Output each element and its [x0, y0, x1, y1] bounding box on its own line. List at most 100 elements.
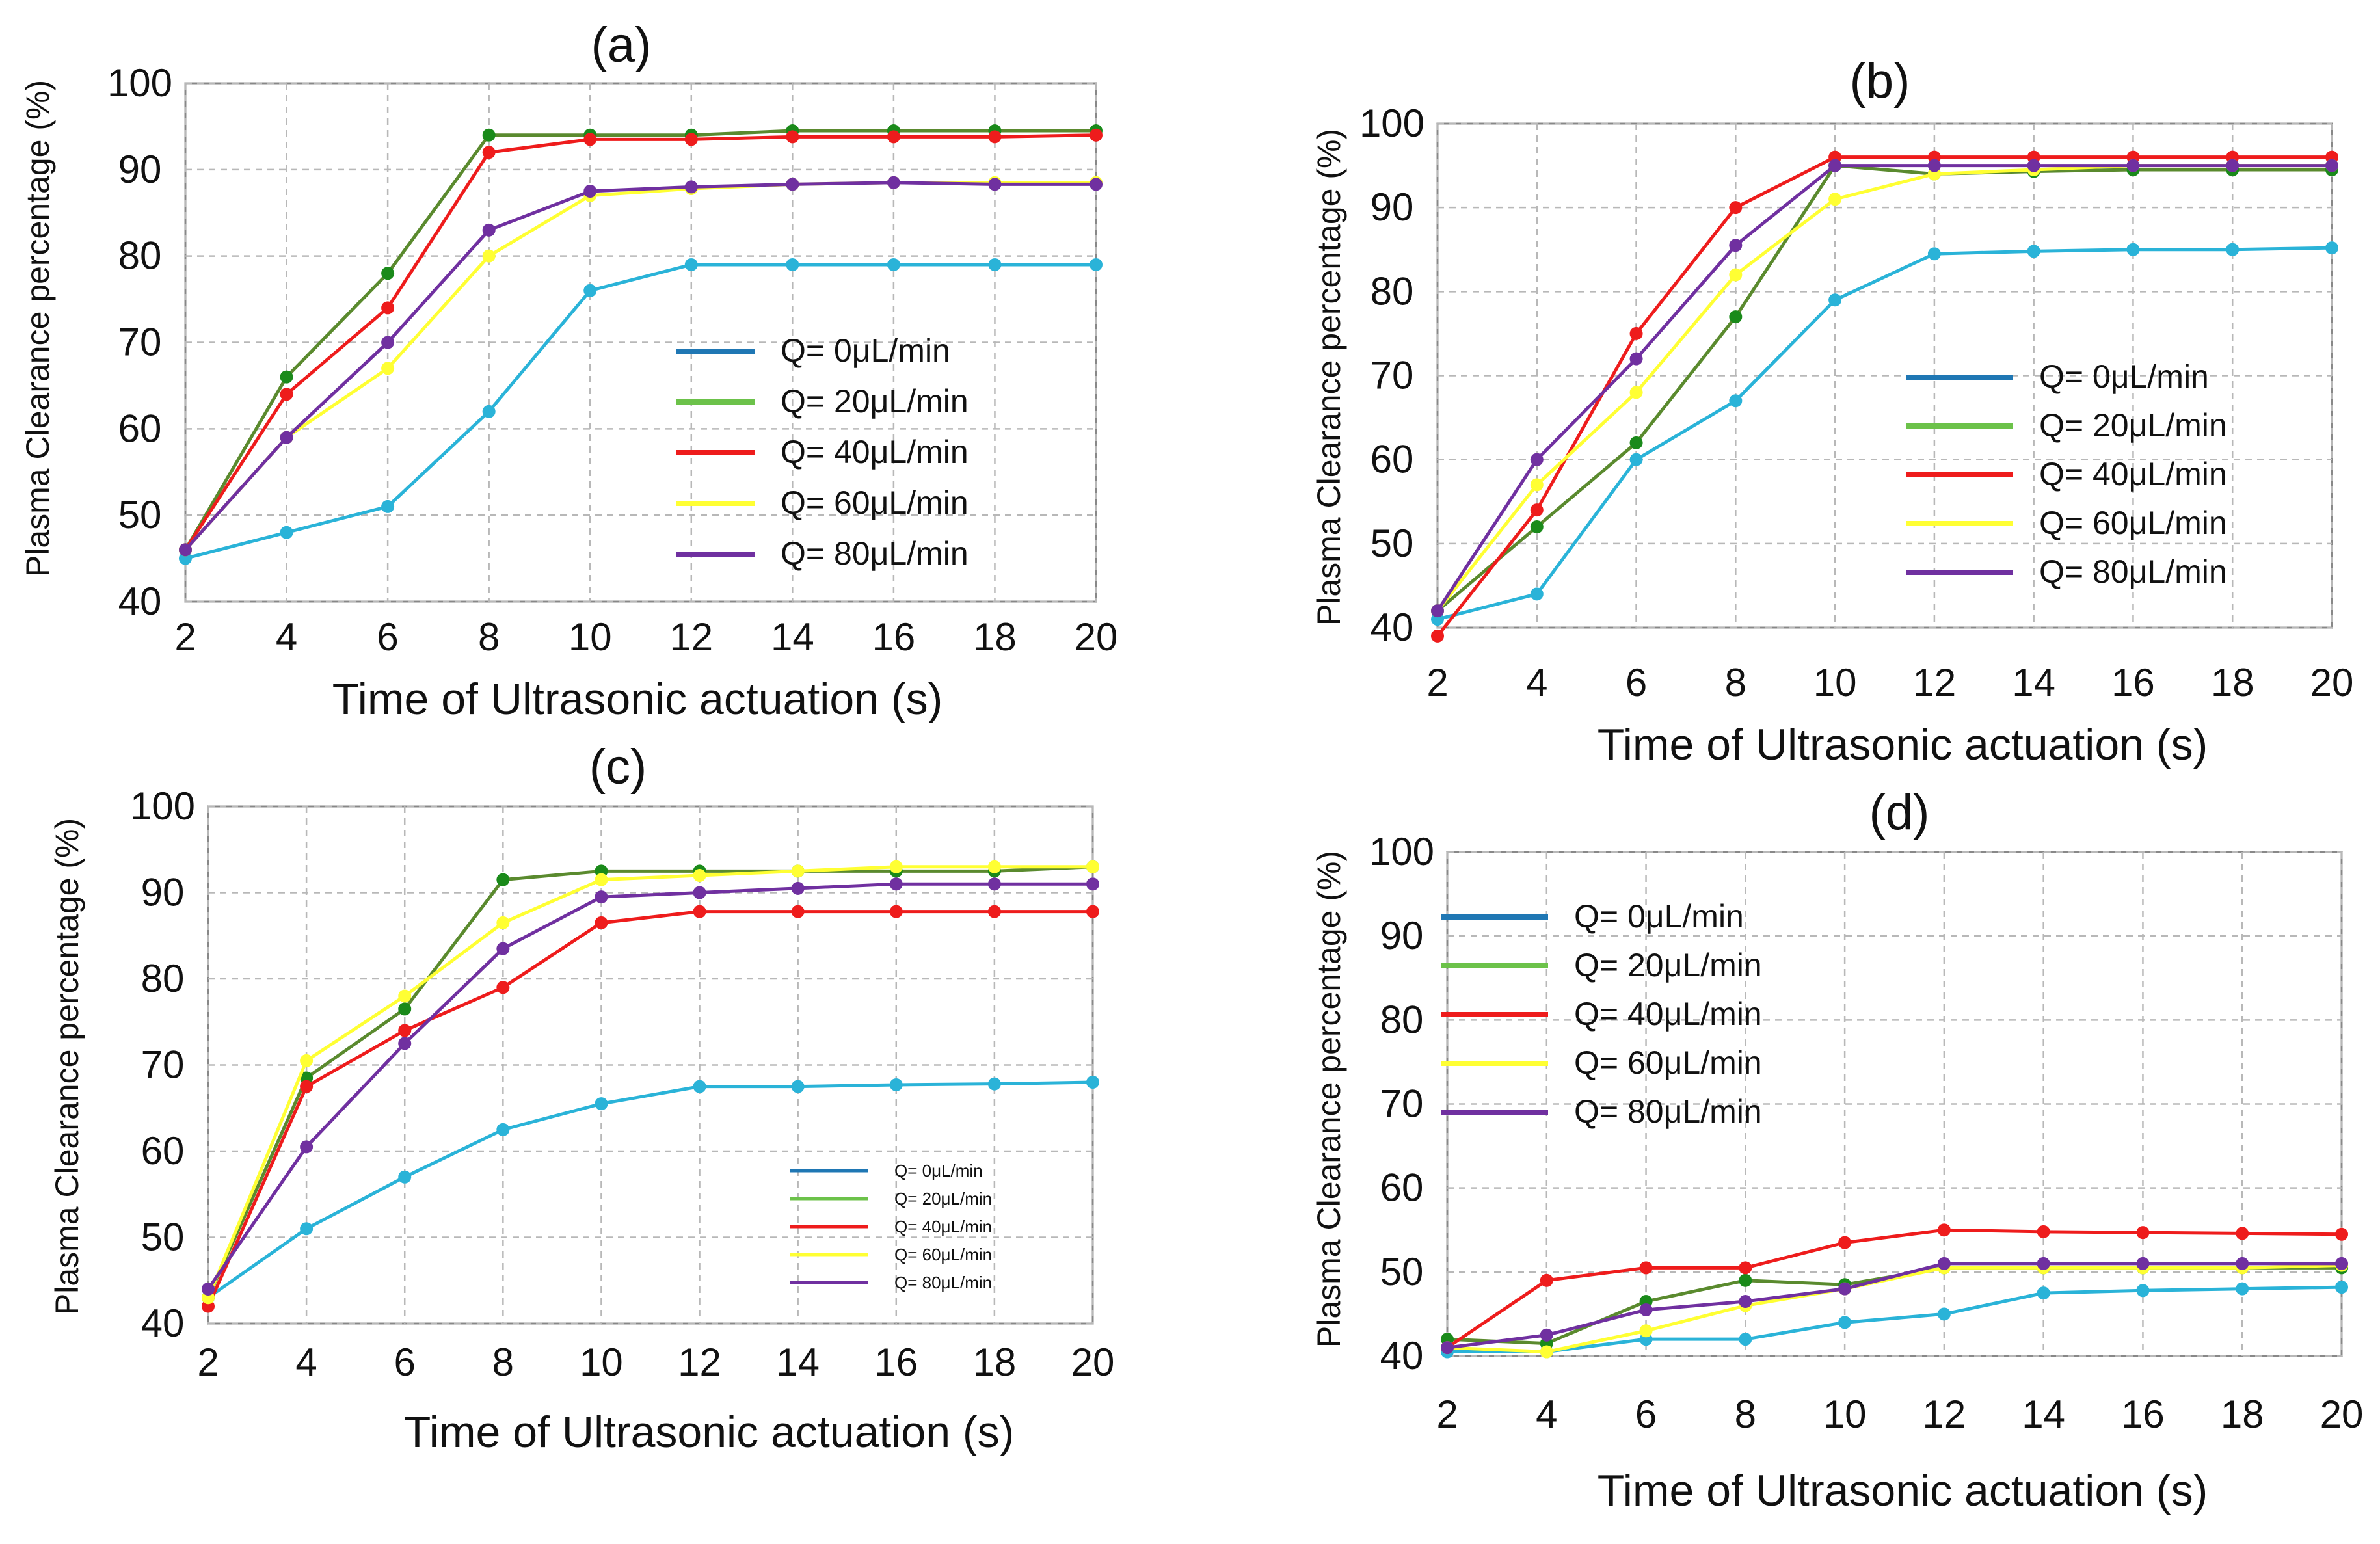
data-point	[1927, 159, 1941, 172]
data-point	[786, 130, 799, 144]
data-point	[381, 362, 395, 375]
x-tick-label: 12	[678, 1340, 721, 1384]
panel-title: (b)	[1850, 53, 1910, 109]
data-point	[1086, 905, 1099, 918]
x-tick-label: 2	[197, 1340, 219, 1384]
data-point	[693, 886, 706, 899]
x-tick-label: 12	[1913, 661, 1957, 704]
y-tick-label: 70	[141, 1043, 185, 1087]
x-tick-label: 18	[2211, 661, 2254, 704]
data-point	[280, 388, 293, 401]
data-point	[202, 1283, 215, 1296]
data-point	[496, 873, 510, 886]
series-line	[183, 133, 1097, 551]
data-point	[1838, 1316, 1852, 1329]
chart-panel-1: 2 4 6 8 10 12 14 16 18 20 40 50 60 70 80 90 100 (a) Time o…	[20, 18, 1117, 724]
data-point	[693, 1080, 706, 1093]
chart-panel-4: 2 4 6 8 10 12 14 16 18 20 40 50 60 70 80 90 100 (d) Time o…	[1311, 785, 2363, 1515]
data-point	[684, 180, 698, 194]
x-tick-label: 4	[276, 615, 297, 659]
y-tick-label: 40	[118, 579, 162, 623]
data-point	[2335, 1281, 2348, 1294]
data-point	[1937, 1307, 1951, 1321]
panel-title: (a)	[591, 18, 652, 73]
y-tick-label: 50	[1380, 1250, 1424, 1294]
legend-label: Q= 0μL/min	[2039, 358, 2209, 395]
data-point	[2226, 159, 2240, 172]
data-point	[889, 1078, 903, 1091]
series-line	[206, 865, 1093, 1299]
data-point	[1937, 1257, 1951, 1270]
data-point	[496, 942, 510, 955]
legend-label: Q= 0μL/min	[1574, 898, 1744, 935]
x-tick-label: 18	[973, 615, 1017, 659]
data-point	[791, 905, 805, 918]
data-point	[1629, 453, 1643, 466]
data-point	[482, 128, 496, 142]
data-point	[398, 989, 412, 1003]
data-point	[2037, 1286, 2050, 1300]
legend-label: Q= 40μL/min	[1574, 996, 1762, 1032]
plot-frame	[207, 805, 1094, 1325]
y-tick-label: 80	[1371, 269, 1414, 313]
y-tick-label: 100	[107, 61, 172, 105]
y-tick-label: 40	[141, 1301, 185, 1345]
x-tick-label: 6	[394, 1340, 416, 1384]
data-point	[987, 877, 1001, 891]
legend-label: Q= 40μL/min	[781, 434, 969, 470]
y-tick-label: 80	[118, 234, 162, 278]
y-axis-label: Plasma Clearance percentage (%)	[20, 80, 56, 577]
data-point	[1629, 326, 1643, 340]
data-point	[1090, 178, 1103, 191]
y-tick-label: 90	[1371, 185, 1414, 229]
y-tick-label: 60	[1380, 1166, 1424, 1210]
y-tick-label: 40	[1371, 606, 1414, 649]
y-tick-label: 100	[130, 784, 195, 828]
data-point	[786, 258, 799, 271]
data-point	[791, 864, 805, 878]
legend-label: Q= 80μL/min	[894, 1273, 992, 1292]
x-tick-label: 16	[2111, 661, 2155, 704]
y-tick-label: 90	[118, 148, 162, 191]
y-axis-label: Plasma Clearance percentage (%)	[1311, 851, 1347, 1348]
data-point	[2027, 159, 2040, 172]
data-point	[1639, 1303, 1653, 1316]
x-axis-label: Time of Ultrasonic actuation (s)	[404, 1407, 1014, 1457]
data-point	[889, 860, 903, 873]
data-point	[684, 133, 698, 146]
data-point	[2236, 1282, 2249, 1296]
x-tick-label: 8	[1725, 661, 1746, 704]
data-point	[1639, 1261, 1653, 1275]
x-tick-label: 4	[1536, 1392, 1557, 1436]
x-tick-label: 16	[2121, 1392, 2165, 1436]
data-point	[1828, 293, 1842, 307]
x-tick-label: 2	[1436, 1392, 1458, 1436]
x-tick-label: 14	[2022, 1392, 2065, 1436]
y-tick-label: 90	[1380, 914, 1424, 957]
y-tick-label: 70	[1371, 354, 1414, 397]
series-line	[1436, 164, 2332, 613]
data-point	[2335, 1227, 2348, 1241]
y-tick-label: 90	[141, 871, 185, 914]
data-point	[1739, 1261, 1752, 1275]
legend-label: Q= 60μL/min	[1574, 1045, 1762, 1081]
data-point	[1629, 436, 1643, 449]
data-point	[583, 185, 597, 198]
series-line	[206, 882, 1093, 1290]
data-point	[988, 258, 1002, 271]
data-point	[300, 1222, 314, 1236]
x-tick-label: 14	[776, 1340, 820, 1384]
data-point	[987, 905, 1001, 918]
x-tick-label: 10	[568, 615, 612, 659]
data-point	[987, 1077, 1001, 1091]
series-line	[1437, 246, 2333, 621]
data-point	[1828, 193, 1842, 206]
data-point	[1639, 1324, 1653, 1338]
x-tick-label: 20	[1075, 615, 1118, 659]
legend-label: Q= 80μL/min	[2039, 553, 2227, 590]
x-tick-label: 16	[872, 615, 916, 659]
data-point	[1629, 352, 1643, 366]
legend-label: Q= 40μL/min	[894, 1217, 992, 1236]
chart-panel-2: 2 4 6 8 10 12 14 16 18 20 40 50 60 70 80 90 100 (b) Time o…	[1311, 53, 2353, 769]
data-point	[482, 249, 496, 263]
